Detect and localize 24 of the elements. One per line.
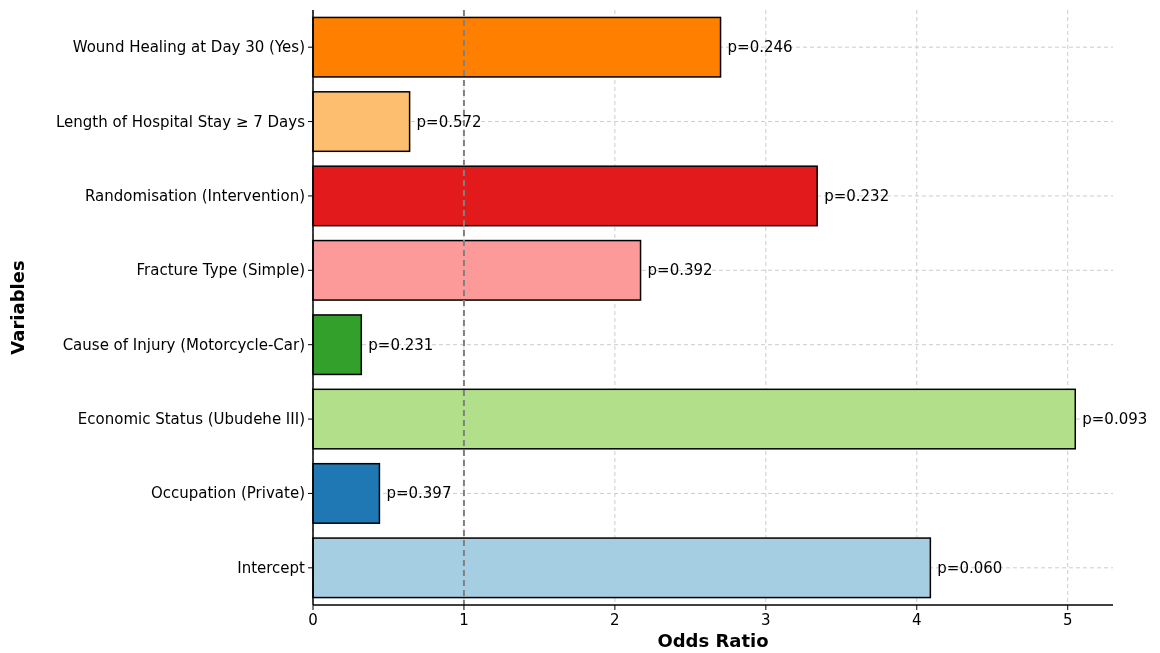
x-tick-label: 0 — [308, 611, 318, 629]
annotation: p=0.093 — [1082, 410, 1148, 429]
x-tick-label: 5 — [1062, 611, 1073, 629]
x-tick-label: 1 — [459, 611, 469, 629]
y-tick-label: Randomisation (Intervention) — [84, 186, 305, 205]
y-tick-label: Economic Status (Ubudehe III) — [77, 410, 305, 429]
x-tick-label: 4 — [912, 611, 922, 629]
annotation: p=0.246 — [727, 38, 793, 57]
annotation: p=0.060 — [937, 558, 1003, 577]
x-tick-label: 3 — [761, 611, 771, 629]
annotation: p=0.232 — [824, 186, 890, 205]
x-tick-label: 2 — [610, 611, 620, 629]
y-tick-label: Intercept — [237, 558, 306, 577]
x-axis-title: Odds Ratio — [657, 630, 769, 651]
annotation: p=0.231 — [368, 335, 434, 354]
annotation: p=0.392 — [647, 261, 713, 280]
y-axis-title: Variables — [7, 260, 28, 355]
annotation: p=0.397 — [386, 484, 452, 503]
y-tick-label: Wound Healing at Day 30 (Yes) — [72, 38, 305, 57]
annotation: p=0.572 — [416, 112, 482, 131]
y-tick-label: Fracture Type (Simple) — [136, 261, 305, 280]
y-tick-label: Length of Hospital Stay ≥ 7 Days — [55, 112, 306, 131]
y-tick-label: Cause of Injury (Motorcycle-Car) — [62, 335, 305, 354]
y-tick-label: Occupation (Private) — [150, 484, 305, 503]
